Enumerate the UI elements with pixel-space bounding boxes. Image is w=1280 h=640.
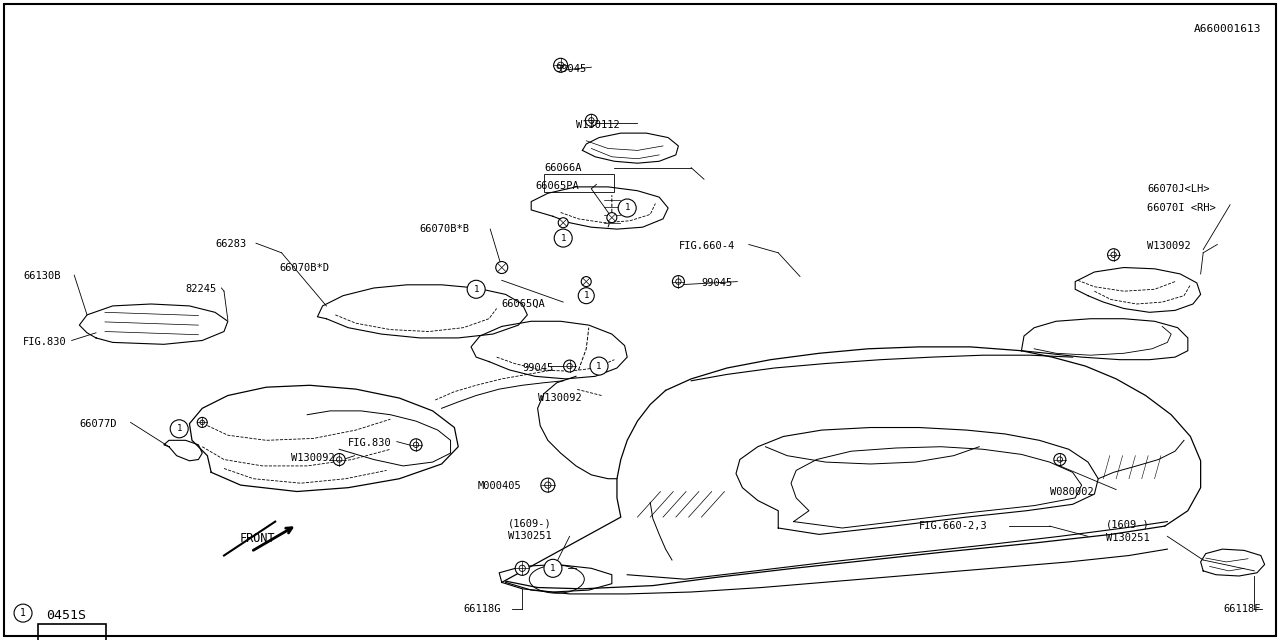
Circle shape	[563, 360, 576, 372]
Text: W130251: W130251	[1106, 532, 1149, 543]
Text: 66066A: 66066A	[544, 163, 581, 173]
Text: 1: 1	[474, 285, 479, 294]
Circle shape	[618, 199, 636, 217]
Text: 66070J<LH>: 66070J<LH>	[1147, 184, 1210, 194]
Circle shape	[520, 565, 525, 572]
Text: (1609-): (1609-)	[508, 518, 552, 529]
Text: W130092: W130092	[538, 393, 581, 403]
Circle shape	[1107, 249, 1120, 260]
Text: W080002: W080002	[1050, 486, 1093, 497]
Text: W130092: W130092	[291, 452, 334, 463]
Circle shape	[558, 62, 563, 68]
Circle shape	[545, 482, 550, 488]
Text: W130092: W130092	[1147, 241, 1190, 252]
Text: 66070B*D: 66070B*D	[279, 262, 329, 273]
Text: 1: 1	[561, 234, 566, 243]
Circle shape	[467, 280, 485, 298]
Circle shape	[554, 229, 572, 247]
Text: FIG.830: FIG.830	[23, 337, 67, 348]
Text: 1: 1	[584, 291, 589, 300]
Circle shape	[554, 58, 567, 72]
Text: 99045: 99045	[701, 278, 732, 288]
Text: 66118F: 66118F	[1224, 604, 1261, 614]
Circle shape	[1057, 457, 1062, 462]
Text: FRONT: FRONT	[239, 532, 275, 545]
Text: FIG.830: FIG.830	[348, 438, 392, 448]
Circle shape	[581, 276, 591, 287]
Circle shape	[495, 262, 508, 273]
Text: 66283: 66283	[215, 239, 246, 250]
Circle shape	[567, 364, 572, 369]
Circle shape	[607, 212, 617, 223]
Text: W130251: W130251	[508, 531, 552, 541]
Circle shape	[516, 561, 529, 575]
Text: 66118G: 66118G	[463, 604, 500, 614]
Circle shape	[337, 457, 342, 462]
Text: 99045: 99045	[522, 363, 553, 373]
Circle shape	[585, 115, 598, 126]
Text: FIG.660-4: FIG.660-4	[678, 241, 735, 252]
Text: 1: 1	[20, 608, 26, 618]
Text: 66130B: 66130B	[23, 271, 60, 282]
Text: 1: 1	[177, 424, 182, 433]
Circle shape	[170, 420, 188, 438]
Bar	[38, 624, 106, 640]
Circle shape	[672, 276, 685, 287]
Text: FIG.660-2,3: FIG.660-2,3	[919, 521, 988, 531]
Circle shape	[413, 442, 419, 447]
Circle shape	[200, 420, 205, 425]
Text: 66070I <RH>: 66070I <RH>	[1147, 203, 1216, 213]
Circle shape	[589, 118, 594, 123]
Text: W130112: W130112	[576, 120, 620, 130]
Text: 82245: 82245	[186, 284, 216, 294]
Circle shape	[558, 218, 568, 228]
Circle shape	[590, 357, 608, 375]
Text: 66070B*B: 66070B*B	[420, 224, 470, 234]
Circle shape	[1111, 252, 1116, 257]
Text: 1: 1	[596, 362, 602, 371]
Circle shape	[544, 559, 562, 577]
Circle shape	[579, 287, 594, 303]
Circle shape	[14, 604, 32, 622]
Text: 1: 1	[625, 204, 630, 212]
Text: 0451S: 0451S	[46, 609, 86, 621]
Circle shape	[1053, 454, 1066, 465]
Circle shape	[197, 417, 207, 428]
Text: 1: 1	[550, 564, 556, 573]
Circle shape	[541, 478, 554, 492]
Circle shape	[676, 279, 681, 284]
Text: A660001613: A660001613	[1193, 24, 1261, 34]
Circle shape	[333, 454, 346, 465]
Text: 66065PA: 66065PA	[535, 180, 579, 191]
Text: M000405: M000405	[477, 481, 521, 492]
Text: 99045: 99045	[556, 64, 586, 74]
Text: (1609-): (1609-)	[1106, 520, 1149, 530]
Circle shape	[410, 439, 422, 451]
Bar	[544, 174, 614, 192]
Text: 66065QA: 66065QA	[502, 299, 545, 309]
Text: 66077D: 66077D	[79, 419, 116, 429]
